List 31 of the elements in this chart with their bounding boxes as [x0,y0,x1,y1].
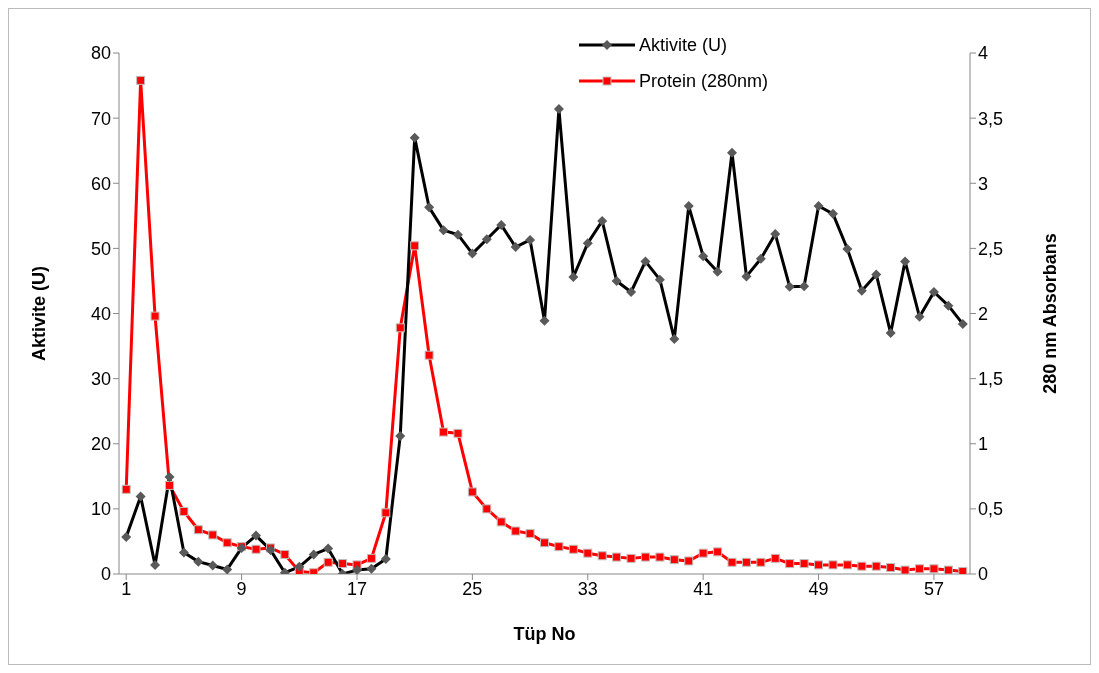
y-tick-label: 10 [90,499,111,520]
legend-label: Aktivite (U) [639,34,728,56]
x-tick-label: 25 [462,578,483,599]
y-tick-label: 60 [90,173,111,194]
y2-tick-label: 3 [978,173,989,194]
y-axis-title: Aktivite (U) [29,265,50,362]
x-tick-label: 57 [923,578,944,599]
y2-tick-label: 2,5 [978,238,1004,259]
y2-tick-label: 4 [978,43,989,64]
y-tick-label: 20 [90,434,111,455]
y2-tick-label: 1 [978,434,989,455]
y2-tick-label: 1,5 [978,369,1004,390]
x-tick-label: 49 [808,578,829,599]
y-tick-label: 50 [90,238,111,259]
y-tick-label: 30 [90,369,111,390]
y2-tick-label: 3,5 [978,108,1004,129]
x-tick-label: 1 [121,578,132,599]
y-tick-label: 70 [90,108,111,129]
y2-tick-label: 0,5 [978,499,1004,520]
x-axis-title: Tüp No [513,624,576,644]
y2-tick-label: 2 [978,303,989,324]
x-tick-label: 33 [577,578,598,599]
y-tick-label: 80 [90,43,111,64]
legend-label: Protein (280nm) [639,70,769,92]
y-tick-label: 0 [100,564,111,585]
y2-tick-label: 0 [978,564,989,585]
y2-axis-title: 280 nm Absorbans [1040,233,1061,394]
x-tick-label: 41 [693,578,714,599]
x-tick-label: 17 [346,578,368,599]
x-tick-label: 9 [236,578,247,599]
y-tick-label: 40 [90,303,111,324]
